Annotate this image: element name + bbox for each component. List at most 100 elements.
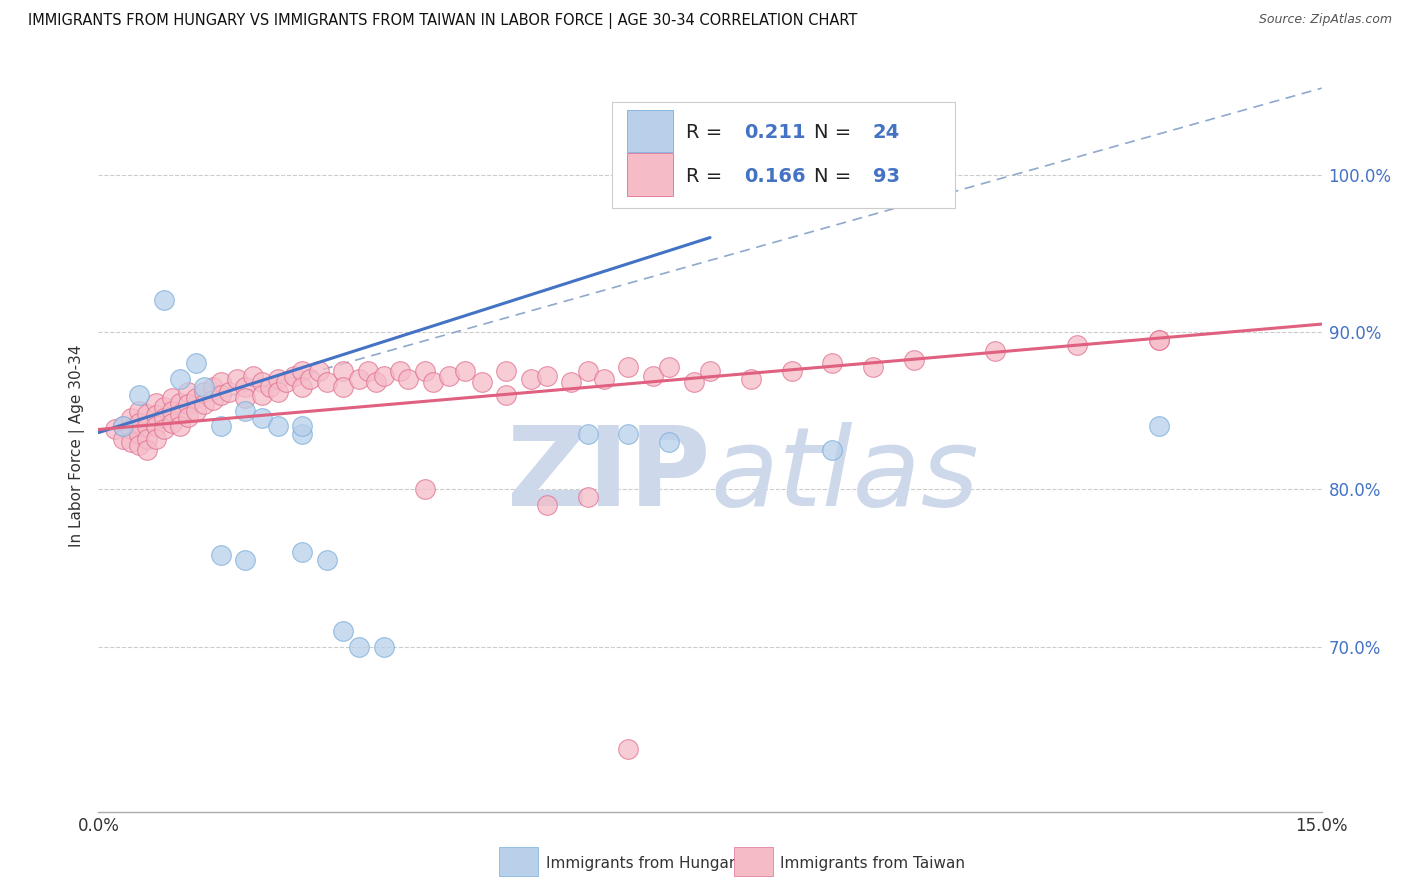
Text: atlas: atlas xyxy=(710,422,979,529)
Point xyxy=(201,380,224,394)
FancyBboxPatch shape xyxy=(627,110,673,152)
Point xyxy=(1147,333,1170,347)
Point xyxy=(373,640,395,654)
Point xyxy=(152,293,174,308)
Point xyxy=(495,388,517,402)
Point xyxy=(617,359,640,374)
Point xyxy=(699,364,721,378)
Point xyxy=(576,427,599,442)
Point xyxy=(233,380,256,394)
Point xyxy=(658,359,681,374)
Point xyxy=(821,356,844,370)
Point xyxy=(308,364,330,378)
Point xyxy=(315,376,337,390)
Point xyxy=(291,545,314,559)
Point xyxy=(274,376,297,390)
Point xyxy=(780,364,803,378)
Point xyxy=(641,369,664,384)
Point xyxy=(1066,337,1088,351)
Point xyxy=(291,419,314,434)
Point xyxy=(177,409,200,424)
Point xyxy=(136,419,159,434)
Point xyxy=(437,369,460,384)
Point xyxy=(984,343,1007,358)
Point xyxy=(233,553,256,567)
Point xyxy=(471,376,494,390)
Point xyxy=(111,432,134,446)
Point xyxy=(145,432,167,446)
Point xyxy=(169,372,191,386)
Text: 0.166: 0.166 xyxy=(744,168,806,186)
Point xyxy=(821,442,844,457)
FancyBboxPatch shape xyxy=(627,153,673,196)
Point xyxy=(413,482,436,496)
Point xyxy=(145,396,167,410)
Text: R =: R = xyxy=(686,168,728,186)
Point xyxy=(152,401,174,415)
Text: IMMIGRANTS FROM HUNGARY VS IMMIGRANTS FROM TAIWAN IN LABOR FORCE | AGE 30-34 COR: IMMIGRANTS FROM HUNGARY VS IMMIGRANTS FR… xyxy=(28,13,858,29)
Point xyxy=(128,403,150,417)
Point xyxy=(209,419,232,434)
Point xyxy=(169,396,191,410)
Point xyxy=(396,372,419,386)
Point xyxy=(209,388,232,402)
Point xyxy=(111,419,134,434)
Point xyxy=(519,372,541,386)
Point xyxy=(283,369,305,384)
Point xyxy=(576,364,599,378)
Text: N =: N = xyxy=(814,123,858,143)
Point xyxy=(177,397,200,411)
Point xyxy=(536,369,558,384)
Point xyxy=(186,403,208,417)
Point xyxy=(356,364,378,378)
Point xyxy=(160,391,183,405)
Point xyxy=(250,376,273,390)
Point xyxy=(128,427,150,442)
Point xyxy=(193,384,215,399)
Point xyxy=(218,384,240,399)
Point xyxy=(315,553,337,567)
Point xyxy=(349,372,371,386)
Text: N =: N = xyxy=(814,168,858,186)
Point xyxy=(152,411,174,425)
Point xyxy=(120,435,142,450)
Point xyxy=(291,427,314,442)
Point xyxy=(136,432,159,446)
Point xyxy=(291,364,314,378)
Text: Immigrants from Hungary: Immigrants from Hungary xyxy=(546,856,744,871)
Point xyxy=(242,369,264,384)
Point xyxy=(226,372,249,386)
Point xyxy=(193,380,215,394)
Point xyxy=(617,741,640,756)
Point xyxy=(364,376,387,390)
Point xyxy=(193,397,215,411)
Point xyxy=(267,384,290,399)
Point xyxy=(136,407,159,421)
Point xyxy=(560,376,582,390)
Point xyxy=(1147,333,1170,347)
Point xyxy=(128,388,150,402)
Point xyxy=(332,380,354,394)
Text: 24: 24 xyxy=(873,123,900,143)
Point xyxy=(111,419,134,434)
FancyBboxPatch shape xyxy=(612,103,955,209)
Point xyxy=(209,376,232,390)
Point xyxy=(186,356,208,370)
Point xyxy=(209,549,232,563)
Point xyxy=(332,364,354,378)
Point xyxy=(259,380,281,394)
Point xyxy=(186,391,208,405)
Point xyxy=(349,640,371,654)
Point xyxy=(104,422,127,436)
Point xyxy=(233,403,256,417)
Text: R =: R = xyxy=(686,123,728,143)
Point xyxy=(120,411,142,425)
Point xyxy=(299,372,322,386)
Point xyxy=(250,411,273,425)
Point xyxy=(422,376,444,390)
Point xyxy=(233,391,256,405)
Point xyxy=(145,419,167,434)
Point xyxy=(682,376,704,390)
Point xyxy=(169,419,191,434)
Point xyxy=(593,372,616,386)
